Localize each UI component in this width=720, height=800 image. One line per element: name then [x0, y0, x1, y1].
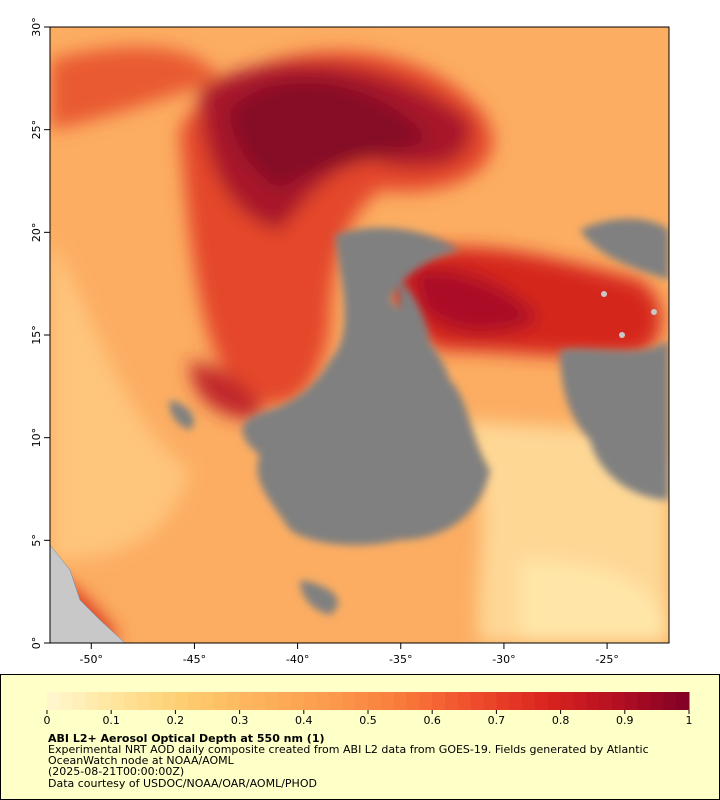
colorbar-step	[573, 692, 587, 710]
colorbar-tick-label: 0.7	[488, 714, 506, 727]
colorbar-step	[290, 692, 305, 710]
colorbar-step	[509, 692, 523, 710]
caption-line: Experimental NRT AOD daily composite cre…	[48, 743, 649, 756]
colorbar-step	[278, 692, 292, 710]
x-tick-label: -35°	[389, 653, 412, 666]
colorbar-step	[239, 692, 253, 710]
y-tick-label: 10°	[30, 428, 43, 448]
colorbar-step	[162, 692, 176, 710]
colorbar-step	[111, 692, 125, 710]
colorbar-step	[624, 692, 639, 710]
colorbar-step	[483, 692, 497, 710]
caption-title: ABI L2+ Aerosol Optical Depth at 550 nm …	[48, 732, 325, 745]
colorbar-step	[136, 692, 151, 710]
x-tick-label: -50°	[80, 653, 103, 666]
colorbar-step	[72, 692, 87, 710]
caption-line: Data courtesy of USDOC/NOAA/OAR/AOML/PHO…	[48, 777, 317, 790]
colorbar-step	[547, 692, 562, 710]
colorbar-step	[98, 692, 112, 710]
colorbar-tick-label: 0.1	[102, 714, 120, 727]
colorbar-step	[496, 692, 510, 710]
colorbar-step	[380, 692, 395, 710]
colorbar-step	[252, 692, 266, 710]
colorbar-tick-label: 0.2	[167, 714, 185, 727]
colorbar-step	[599, 692, 613, 710]
colorbar-step	[586, 692, 600, 710]
colorbar-step	[355, 692, 369, 710]
colorbar-step	[637, 692, 651, 710]
colorbar-step	[124, 692, 138, 710]
y-tick-label: 15°	[30, 325, 43, 345]
colorbar-step	[175, 692, 189, 710]
colorbar-step	[522, 692, 536, 710]
x-tick-label: -30°	[492, 653, 515, 666]
caption-line: (2025-08-21T00:00:00Z)	[48, 765, 184, 778]
y-tick-label: 25°	[30, 120, 43, 140]
y-tick-label: 5°	[30, 534, 43, 547]
colorbar-step	[611, 692, 626, 710]
colorbar-tick-label: 0.6	[423, 714, 441, 727]
y-tick-label: 30°	[30, 17, 43, 37]
x-tick-label: -45°	[183, 653, 206, 666]
colorbar-step	[470, 692, 485, 710]
colorbar-step	[59, 692, 74, 710]
colorbar-tick-label: 0.3	[231, 714, 249, 727]
colorbar-step	[213, 692, 228, 710]
colorbar-tick-label: 1	[686, 714, 693, 727]
y-tick-label: 20°	[30, 223, 43, 243]
caption-line: OceanWatch node at NOAA/AOML	[48, 754, 235, 767]
colorbar-step	[368, 692, 382, 710]
colorbar-step	[226, 692, 241, 710]
colorbar-tick-label: 0.4	[295, 714, 313, 727]
colorbar-step	[265, 692, 279, 710]
x-tick-label: -25°	[595, 653, 618, 666]
colorbar-tick-label: 0.9	[616, 714, 634, 727]
colorbar-step	[342, 692, 356, 710]
colorbar-tick-label: 0	[44, 714, 51, 727]
colorbar-step	[149, 692, 164, 710]
colorbar-step	[201, 692, 215, 710]
colorbar-step	[663, 692, 677, 710]
colorbar-step	[419, 692, 433, 710]
colorbar-step	[393, 692, 408, 710]
colorbar-step	[316, 692, 330, 710]
colorbar-step	[329, 692, 343, 710]
colorbar-step	[560, 692, 574, 710]
colorbar-step	[650, 692, 664, 710]
colorbar-step	[676, 692, 690, 710]
colorbar-step	[47, 692, 61, 710]
colorbar-tick-label: 0.5	[359, 714, 377, 727]
colorbar-tick-label: 0.8	[552, 714, 570, 727]
colorbar-step	[457, 692, 472, 710]
colorbar-step	[303, 692, 318, 710]
x-tick-label: -40°	[286, 653, 309, 666]
colorbar-step	[445, 692, 459, 710]
colorbar-step	[406, 692, 420, 710]
colorbar-step	[432, 692, 446, 710]
colorbar-step	[534, 692, 549, 710]
aod-field	[50, 27, 669, 643]
colorbar-step	[85, 692, 99, 710]
colorbar-step	[188, 692, 202, 710]
y-tick-label: 0°	[30, 637, 43, 650]
